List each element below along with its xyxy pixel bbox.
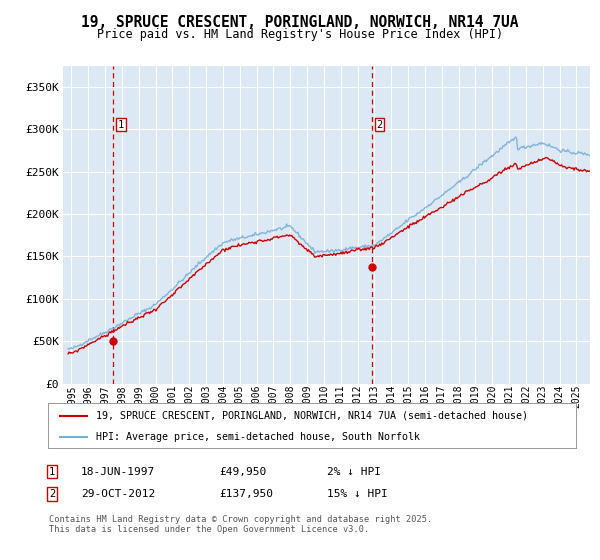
Text: Price paid vs. HM Land Registry's House Price Index (HPI): Price paid vs. HM Land Registry's House … (97, 28, 503, 41)
Text: 18-JUN-1997: 18-JUN-1997 (81, 466, 155, 477)
Text: 15% ↓ HPI: 15% ↓ HPI (327, 489, 388, 499)
Text: £49,950: £49,950 (219, 466, 266, 477)
Text: 1: 1 (118, 120, 124, 130)
Text: 1: 1 (49, 466, 55, 477)
Text: 2: 2 (377, 120, 383, 130)
Text: 29-OCT-2012: 29-OCT-2012 (81, 489, 155, 499)
Text: Contains HM Land Registry data © Crown copyright and database right 2025.
This d: Contains HM Land Registry data © Crown c… (49, 515, 433, 534)
Text: HPI: Average price, semi-detached house, South Norfolk: HPI: Average price, semi-detached house,… (95, 432, 419, 442)
Text: £137,950: £137,950 (219, 489, 273, 499)
Text: 2% ↓ HPI: 2% ↓ HPI (327, 466, 381, 477)
Text: 19, SPRUCE CRESCENT, PORINGLAND, NORWICH, NR14 7UA (semi-detached house): 19, SPRUCE CRESCENT, PORINGLAND, NORWICH… (95, 410, 527, 421)
Text: 19, SPRUCE CRESCENT, PORINGLAND, NORWICH, NR14 7UA: 19, SPRUCE CRESCENT, PORINGLAND, NORWICH… (81, 15, 519, 30)
Text: 2: 2 (49, 489, 55, 499)
